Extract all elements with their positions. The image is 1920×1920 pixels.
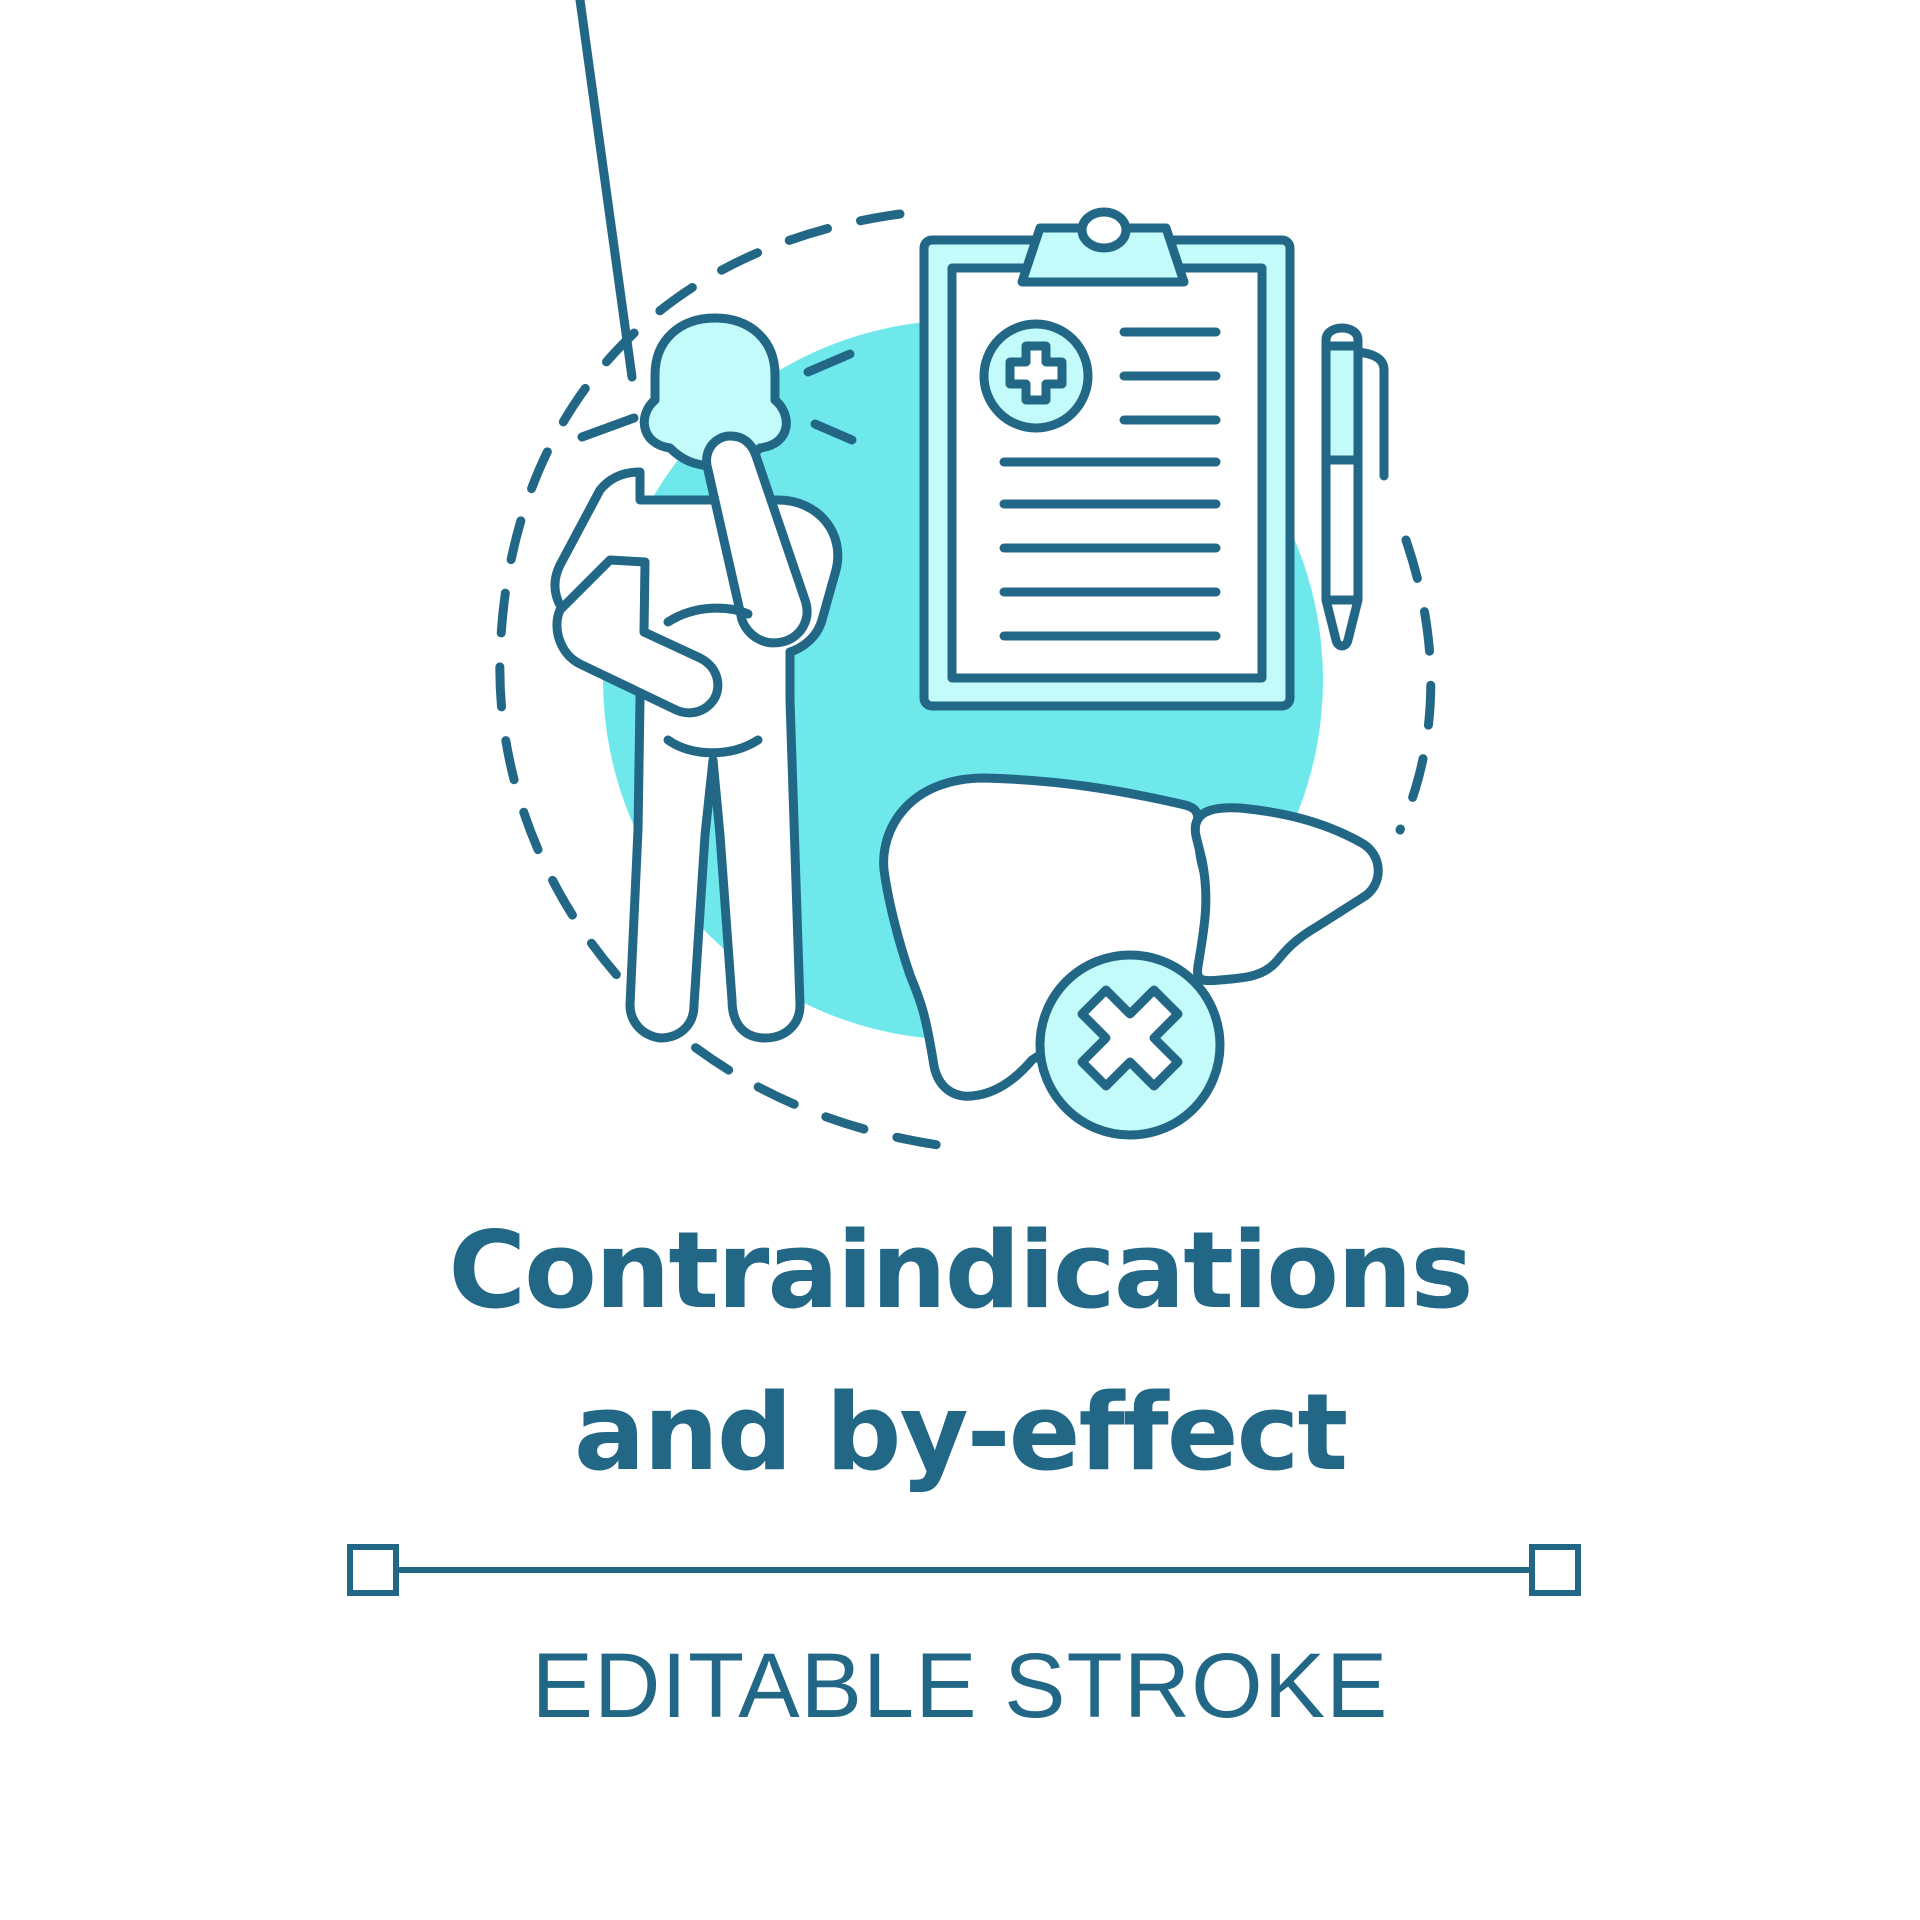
divider-left-handle [347, 1544, 399, 1596]
dashed-orbit-arc [495, 209, 965, 1153]
subtitle: EDITABLE STROKE [531, 1635, 1389, 1737]
pen-icon [1321, 323, 1389, 651]
divider-right-handle [1529, 1544, 1581, 1596]
person-headache-icon [550, 0, 857, 1043]
title-line-1: Contraindications [448, 1209, 1473, 1332]
dashed-orbit-arc-right [1395, 535, 1436, 835]
medical-cross-icon [979, 319, 1093, 433]
title-line-2: and by-effect [573, 1371, 1348, 1494]
clipboard-icon [919, 207, 1295, 711]
concept-illustration [495, 0, 1436, 1153]
liver-icon [879, 773, 1383, 1101]
divider-line [347, 1544, 1581, 1596]
x-mark-icon [1035, 950, 1225, 1140]
